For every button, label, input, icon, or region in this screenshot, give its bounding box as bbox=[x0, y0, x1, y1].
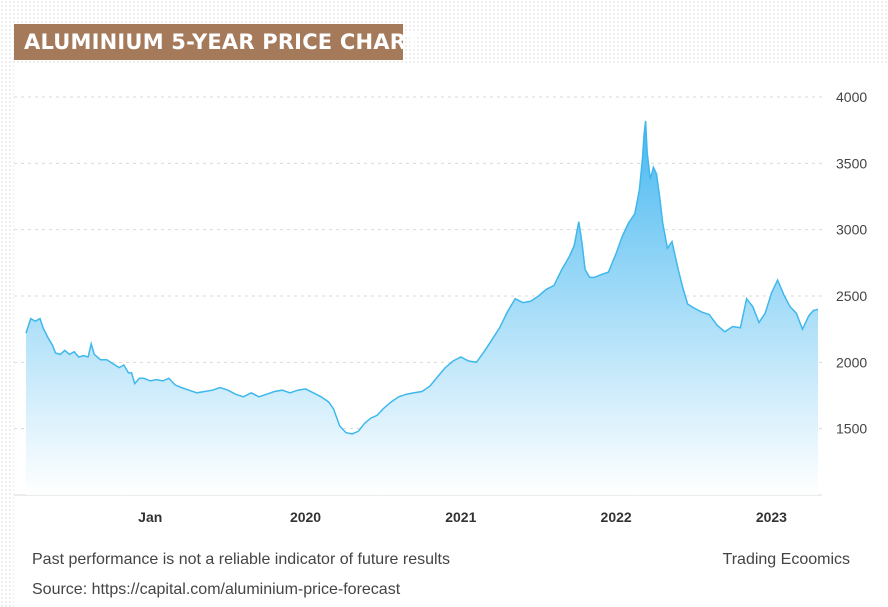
x-tick-label: 2023 bbox=[756, 509, 787, 525]
price-area bbox=[26, 120, 818, 496]
x-tick-label: 2022 bbox=[601, 509, 632, 525]
chart-title: ALUMINIUM 5-YEAR PRICE CHART bbox=[14, 24, 419, 60]
x-tick-label: Jan bbox=[138, 509, 162, 525]
disclaimer-text: Past performance is not a reliable indic… bbox=[32, 551, 450, 568]
y-tick-label: 2500 bbox=[836, 288, 867, 304]
y-tick-label: 2000 bbox=[836, 354, 867, 370]
y-tick-label: 4000 bbox=[836, 89, 867, 105]
price-line bbox=[25, 120, 819, 435]
x-tick-label: 2021 bbox=[445, 509, 476, 525]
y-tick-label: 1500 bbox=[836, 421, 867, 437]
x-axis-ticks: Jan 2020 2021 2022 2023 bbox=[138, 509, 787, 525]
y-axis-ticks: 1500 2000 2500 3000 3500 4000 bbox=[836, 89, 867, 437]
x-tick-label: 2020 bbox=[290, 509, 321, 525]
attribution-text: Trading Ecoomics bbox=[722, 551, 850, 568]
y-tick-label: 3500 bbox=[836, 155, 867, 171]
y-tick-label: 3000 bbox=[836, 222, 867, 238]
source-link[interactable]: Source: https://capital.com/aluminium-pr… bbox=[32, 581, 401, 598]
